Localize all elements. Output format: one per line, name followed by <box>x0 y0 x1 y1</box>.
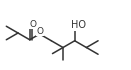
Text: O: O <box>37 27 44 35</box>
Text: HO: HO <box>71 20 86 30</box>
Text: O: O <box>30 20 37 29</box>
